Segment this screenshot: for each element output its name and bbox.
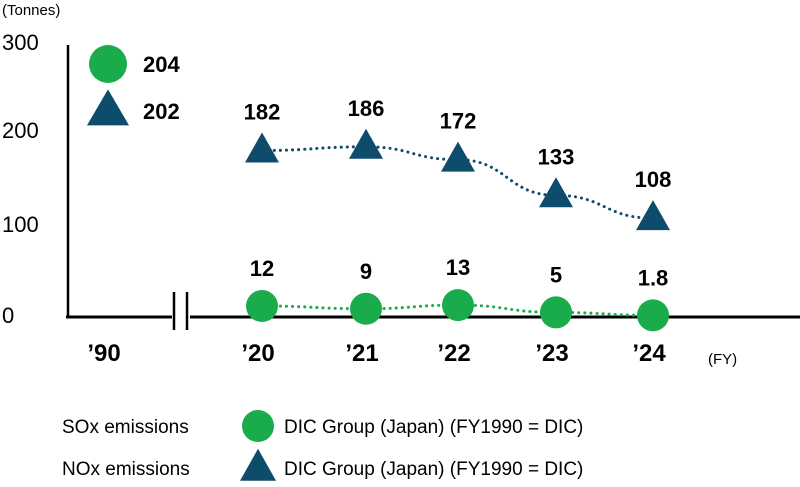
data-point <box>539 177 573 208</box>
legend-marker <box>240 448 276 481</box>
x-tick-label: ’21 <box>345 340 378 367</box>
data-point <box>350 292 382 325</box>
data-point <box>441 141 475 172</box>
x-tick-label: ’90 <box>87 340 120 367</box>
y-tick-label: 0 <box>2 303 14 328</box>
legend-text: DIC Group (Japan) (FY1990 = DIC) <box>284 417 583 438</box>
data-label: 13 <box>446 255 470 280</box>
data-label: 5 <box>550 262 562 287</box>
legend-text: DIC Group (Japan) (FY1990 = DIC) <box>284 459 583 480</box>
baseline-1990-marker <box>87 89 129 126</box>
data-point <box>349 128 383 159</box>
axis-break <box>172 292 190 334</box>
y-unit-label: (Tonnes) <box>2 2 60 19</box>
x-tick-label: ’22 <box>437 340 470 367</box>
data-label: 1.8 <box>638 265 669 290</box>
legend-series-label: NOx emissions <box>62 459 190 480</box>
data-label: 133 <box>538 144 575 169</box>
y-tick-label: 200 <box>2 118 39 143</box>
data-label: 12 <box>250 256 274 281</box>
data-point <box>637 299 669 332</box>
data-point <box>636 200 670 231</box>
y-tick-label: 100 <box>2 212 39 237</box>
data-label: 9 <box>360 259 372 284</box>
data-point <box>246 290 278 323</box>
x-tick-label: ’24 <box>632 340 666 367</box>
data-label: 172 <box>440 109 477 134</box>
x-tick-label: ’20 <box>241 340 274 367</box>
data-point <box>245 132 279 163</box>
data-label: 182 <box>244 99 281 124</box>
data-point <box>442 289 474 322</box>
x-unit-label: (FY) <box>708 351 737 368</box>
data-label: 108 <box>635 167 672 192</box>
legend-series-label: SOx emissions <box>62 417 189 438</box>
baseline-1990-marker <box>89 45 127 83</box>
series-line <box>260 145 655 220</box>
data-label: 186 <box>348 96 385 121</box>
baseline-1990-label: 202 <box>143 99 180 124</box>
y-tick-label: 300 <box>2 30 39 55</box>
data-point <box>540 296 572 329</box>
baseline-1990-label: 204 <box>143 52 180 77</box>
x-tick-label: ’23 <box>535 340 568 367</box>
legend-marker <box>242 410 274 442</box>
